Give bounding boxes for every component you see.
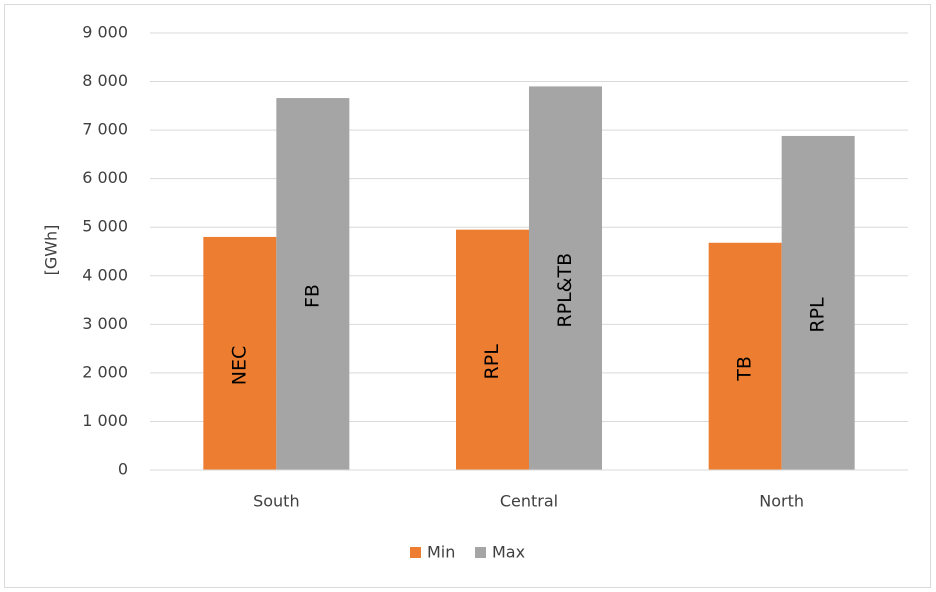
x-tick-label: North: [759, 492, 804, 511]
legend-label: Min: [427, 543, 455, 562]
y-axis-label: [GWh]: [42, 225, 61, 276]
bar-label: TB: [734, 356, 756, 382]
bar-label: RPL: [807, 297, 829, 333]
bar: [203, 236, 277, 470]
x-tick-label: Central: [500, 492, 558, 511]
bar-label: FB: [301, 284, 323, 308]
y-tick-label: 3 000: [82, 314, 128, 333]
bar-label: RPL&TB: [554, 253, 576, 328]
x-tick-label: South: [253, 492, 300, 511]
bar: [781, 135, 855, 470]
y-tick-label: 1 000: [82, 411, 128, 430]
legend-swatch: [475, 547, 486, 558]
legend-label: Max: [492, 543, 525, 562]
bar: [529, 86, 602, 471]
bar-label: RPL: [481, 344, 503, 380]
y-tick-label: 4 000: [82, 265, 128, 284]
legend-swatch: [410, 547, 421, 558]
bar: [708, 242, 782, 470]
y-tick-label: 2 000: [82, 362, 128, 381]
bar: [276, 98, 350, 470]
y-tick-label: 8 000: [82, 71, 128, 90]
y-tick-label: 0: [118, 460, 128, 479]
bar-label: NEC: [228, 346, 250, 385]
bar: [456, 229, 529, 470]
y-tick-label: 6 000: [82, 168, 128, 187]
y-tick-label: 7 000: [82, 120, 128, 139]
y-tick-label: 9 000: [82, 23, 128, 42]
y-tick-label: 5 000: [82, 217, 128, 236]
